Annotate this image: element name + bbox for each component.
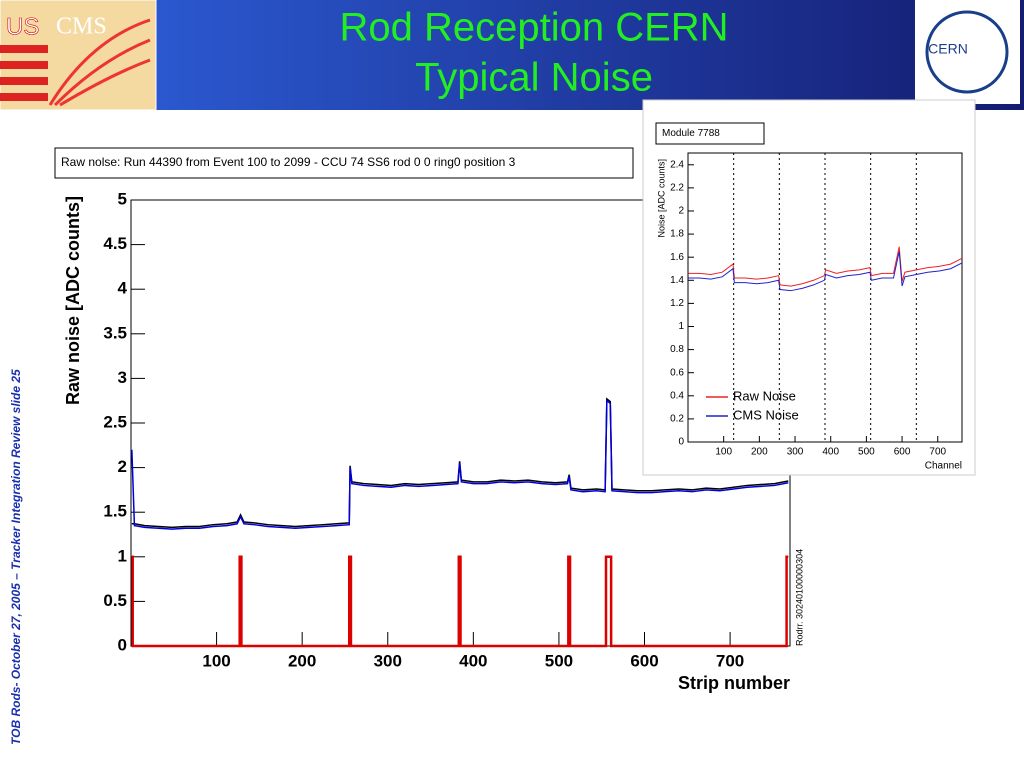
- slide-title: Rod Reception CERN: [339, 6, 728, 50]
- y-tick-label: 0.8: [670, 344, 684, 355]
- title-box: [655, 122, 765, 145]
- y-tick-label: 1: [678, 321, 684, 332]
- y-tick-label: 0.5: [103, 591, 127, 610]
- y-tick-label: 1: [118, 546, 127, 565]
- chart-title: Raw nolse: Run 44390 from Event 100 to 2…: [61, 155, 516, 169]
- y-tick-label: 0.2: [670, 414, 684, 425]
- y-tick-label: 2: [678, 206, 684, 217]
- y-tick-label: 0: [118, 635, 127, 654]
- y-axis-label: Raw noise [ADC counts]: [63, 196, 83, 405]
- y-tick-label: 2.5: [103, 412, 127, 431]
- y-tick-label: 0.6: [670, 367, 684, 378]
- x-tick-label: 100: [202, 651, 230, 670]
- y-tick-label: 5: [118, 189, 127, 208]
- y-tick-label: 1.5: [103, 502, 127, 521]
- x-tick-label: 400: [822, 447, 839, 458]
- logo-right: [915, 0, 1020, 104]
- y-tick-label: 3.5: [103, 323, 127, 342]
- legend-label: CMS Noise: [733, 407, 799, 422]
- logo-ring: [925, 10, 1009, 94]
- y-tick-label: 4.5: [103, 234, 127, 253]
- x-tick-label: 500: [545, 651, 573, 670]
- x-axis-label: Strip number: [678, 673, 790, 693]
- y-tick-label: 1.4: [670, 275, 684, 286]
- y-tick-label: 4: [118, 279, 128, 298]
- x-tick-label: 600: [630, 651, 658, 670]
- y-tick-label: 1.2: [670, 298, 684, 309]
- y-tick-label: 1.6: [670, 252, 684, 263]
- side-text: TOB Rods- October 27, 2005 – Tracker Int…: [9, 369, 23, 745]
- logo-left: [0, 0, 157, 111]
- x-tick-label: 700: [716, 651, 744, 670]
- x-tick-label: 600: [894, 447, 911, 458]
- y-tick-label: 0.4: [670, 390, 684, 401]
- side-label: Rodrr. 30240100000304: [794, 549, 804, 646]
- y-axis-label: Noise [ADC counts]: [656, 159, 666, 238]
- x-tick-label: 200: [751, 447, 768, 458]
- legend-label: Raw Noise: [733, 388, 796, 403]
- inset-panel: [642, 99, 976, 476]
- logo-stripes: [0, 45, 48, 101]
- series-line: [131, 399, 789, 530]
- x-axis-label: Channel: [925, 461, 962, 472]
- x-tick-label: 700: [929, 447, 946, 458]
- y-tick-label: 3: [118, 368, 127, 387]
- x-tick-label: 300: [374, 651, 402, 670]
- y-tick-label: 1.8: [670, 229, 684, 240]
- x-tick-label: 100: [715, 447, 732, 458]
- series-line: [131, 555, 789, 648]
- logo-text: CMS: [56, 14, 107, 40]
- x-tick-label: 200: [288, 651, 316, 670]
- logo-tracks: [48, 18, 151, 107]
- x-tick-label: 500: [858, 447, 875, 458]
- y-tick-label: 2.2: [670, 183, 684, 194]
- x-tick-label: 400: [459, 651, 487, 670]
- chart-title: Module 7788: [662, 128, 720, 139]
- y-tick-label: 2.4: [670, 159, 684, 170]
- logo-text: CERN: [928, 41, 968, 57]
- series-line: [688, 251, 963, 292]
- logo-text: US: [6, 13, 39, 40]
- series-line: [131, 397, 789, 529]
- y-tick-label: 2: [118, 457, 127, 476]
- header-band: [0, 0, 1024, 110]
- slide-title: Typical Noise: [415, 56, 653, 100]
- x-tick-label: 300: [787, 447, 804, 458]
- y-tick-label: 0: [678, 437, 684, 448]
- title-box: [54, 147, 634, 179]
